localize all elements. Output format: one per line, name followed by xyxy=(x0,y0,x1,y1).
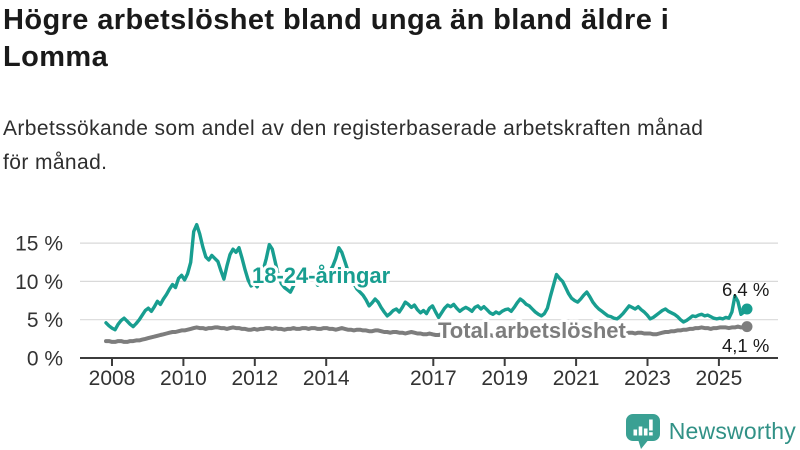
x-tick-label: 2012 xyxy=(231,367,278,390)
x-tick-label: 2019 xyxy=(481,367,528,390)
brand-wordmark: Newsworthy xyxy=(668,417,796,444)
newsworthy-brand: Newsworthy xyxy=(625,412,796,450)
endpoint-dot-total xyxy=(741,321,753,333)
x-tick-label: 2014 xyxy=(303,367,350,390)
y-tick-label: 5 % xyxy=(27,309,63,332)
y-tick-label: 15 % xyxy=(15,233,63,256)
logo-bar-3 xyxy=(643,428,648,435)
logo-bar-1 xyxy=(633,429,637,435)
series-label-youth: 18-24-åringar xyxy=(252,263,391,288)
x-tick-label: 2017 xyxy=(410,367,457,390)
y-tick-label: 0 % xyxy=(27,348,63,371)
x-tick-label: 2008 xyxy=(89,367,136,390)
series-line-total xyxy=(104,323,749,344)
x-tick-label: 2010 xyxy=(160,367,207,390)
series-label-total: Total arbetslöshet xyxy=(438,318,627,343)
chart-subtitle: Arbetssökande som andel av den registerb… xyxy=(3,117,704,174)
logo-exclamation-bar xyxy=(648,419,653,430)
series-line-youth xyxy=(104,222,749,332)
newsworthy-logo-icon xyxy=(625,413,660,449)
logo-bar-2 xyxy=(638,426,643,435)
x-tick-label: 2021 xyxy=(553,367,600,390)
endpoint-dot-youth xyxy=(741,303,753,315)
x-tick-label: 2023 xyxy=(624,367,671,390)
end-value-label-youth: 6,4 % xyxy=(722,279,769,300)
end-value-label-total: 4,1 % xyxy=(722,335,769,356)
y-tick-label: 10 % xyxy=(15,271,63,294)
logo-exclamation-dot xyxy=(648,431,653,435)
page-title: Högre arbetslöshet bland unga än bland ä… xyxy=(3,4,670,73)
x-tick-label: 2025 xyxy=(696,367,743,390)
